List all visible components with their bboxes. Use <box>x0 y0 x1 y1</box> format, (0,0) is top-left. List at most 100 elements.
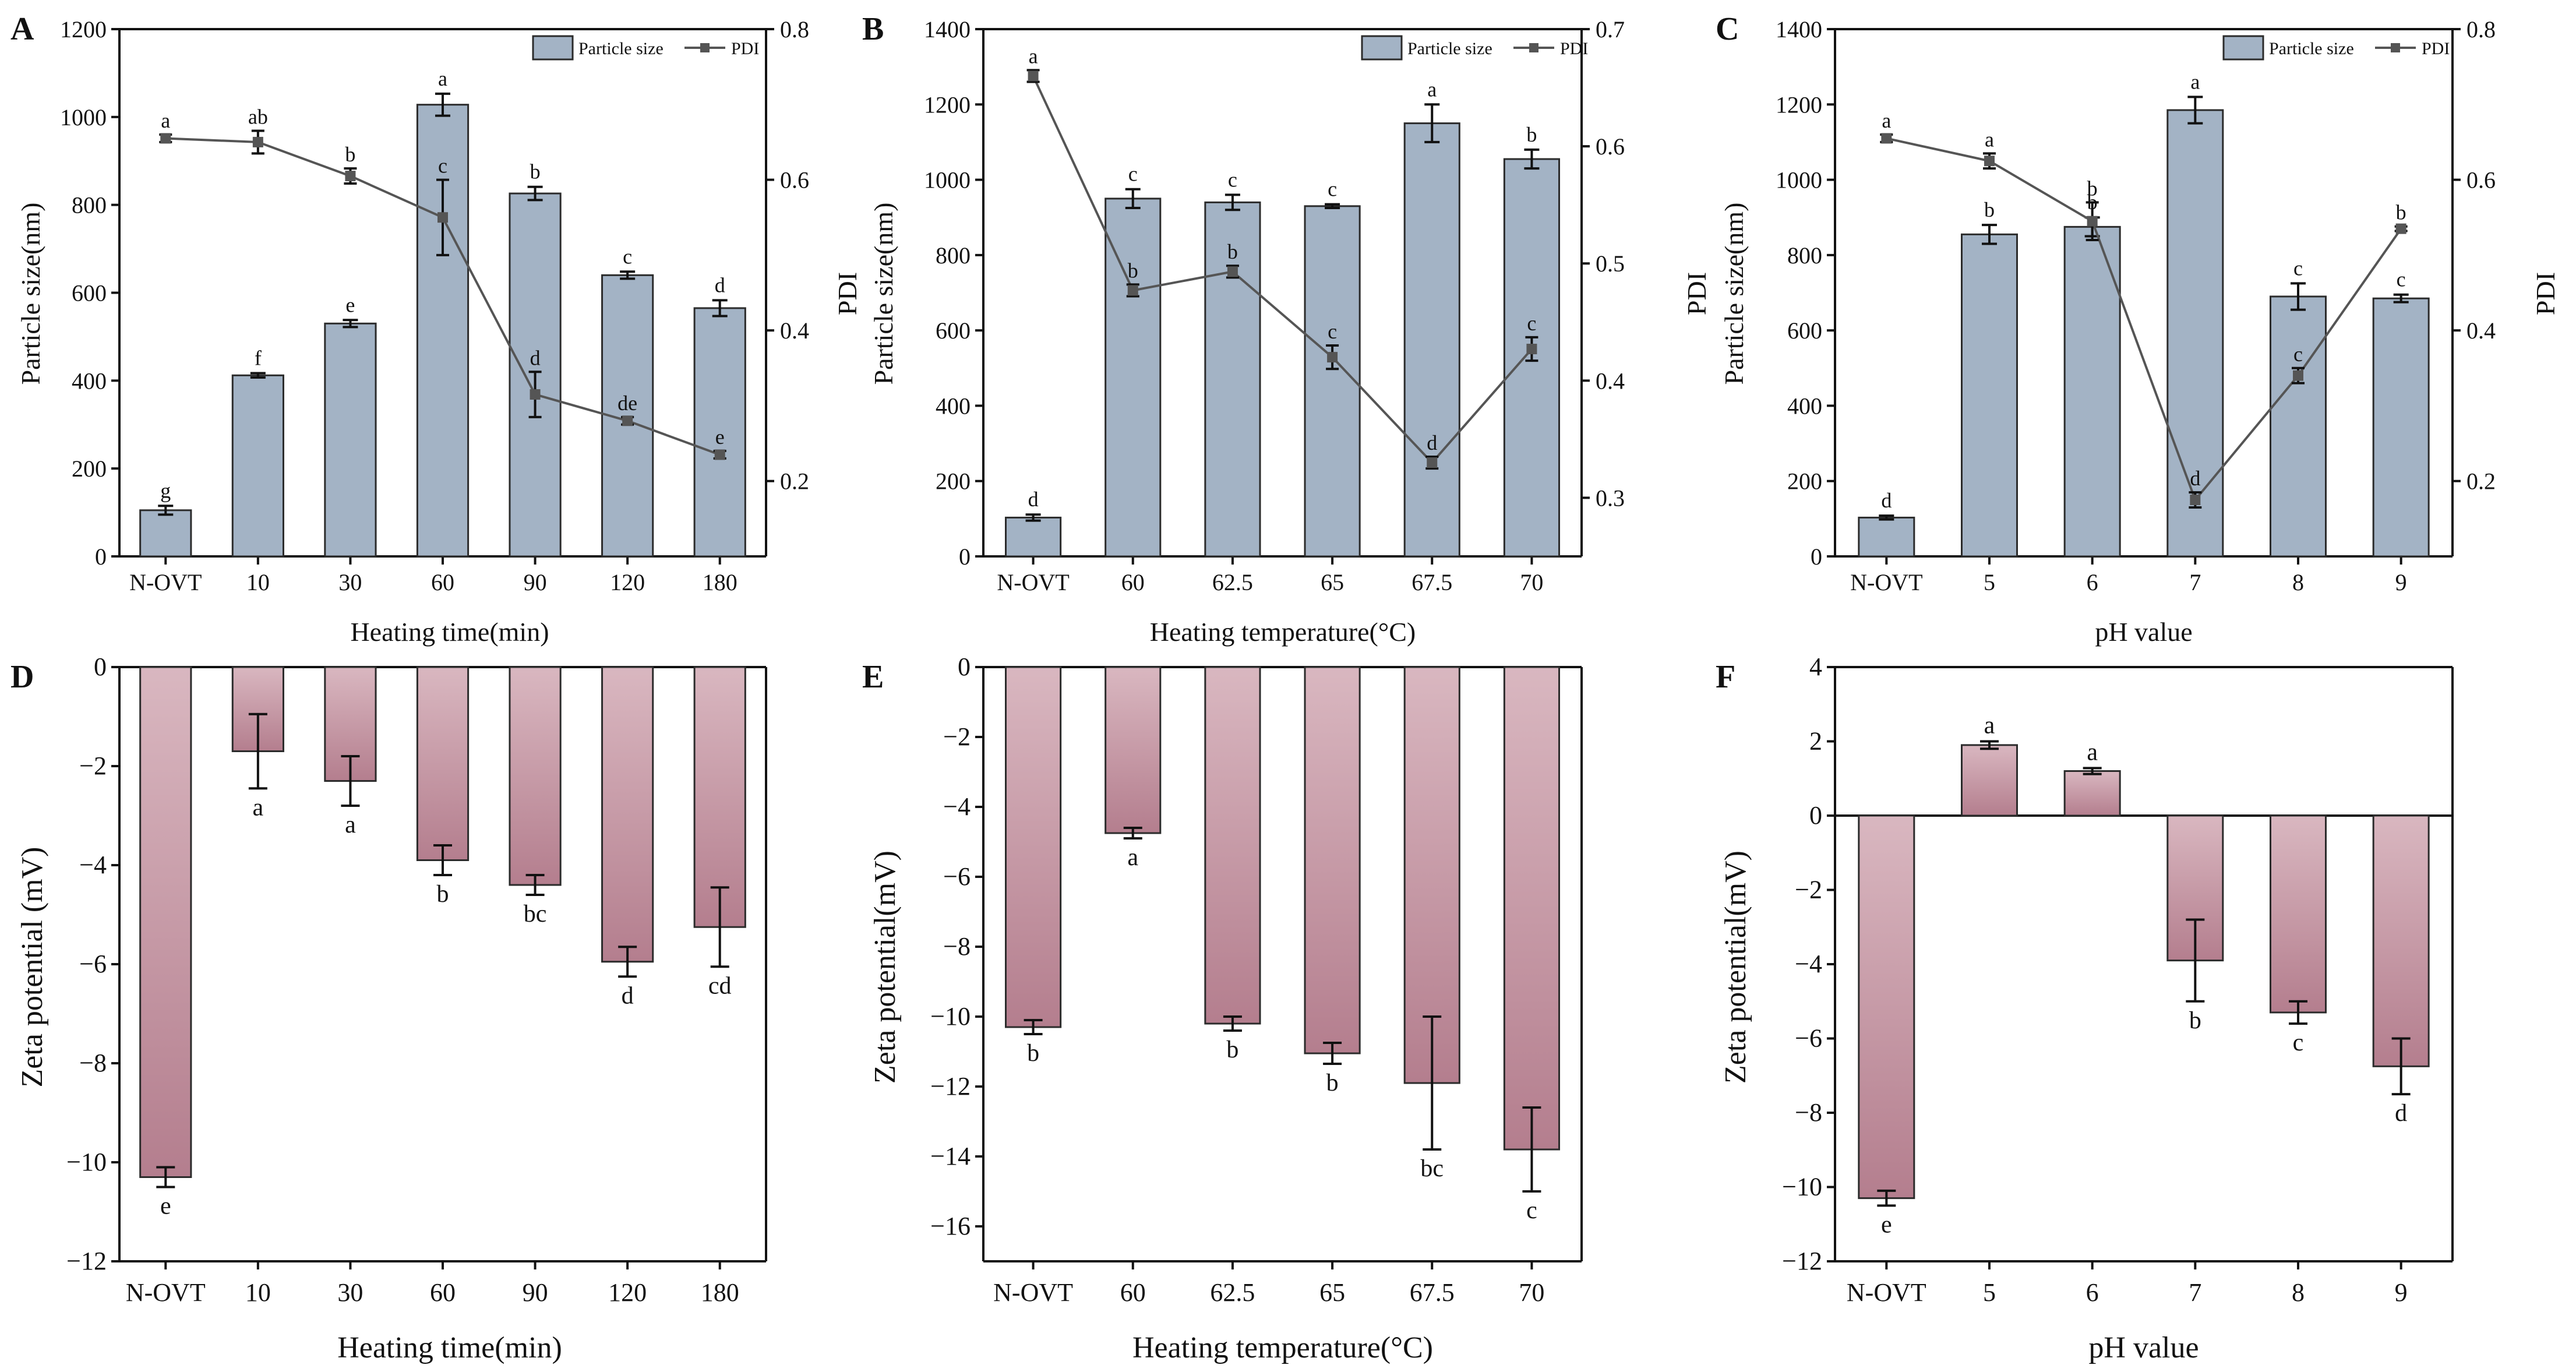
y-tick-label: −6 <box>943 862 971 891</box>
pdi-significance-letter: a <box>1985 128 1994 151</box>
significance-letter: c <box>2293 1029 2304 1056</box>
pdi-point <box>252 136 263 147</box>
error-bar <box>2187 96 2203 125</box>
error-bar <box>1879 514 1894 521</box>
error-bar <box>525 874 545 896</box>
legend-bar-swatch <box>532 35 574 61</box>
pdi-significance-letter: b <box>2087 177 2098 200</box>
y2-tick-label: 0.2 <box>780 468 809 495</box>
error-bar <box>1225 193 1240 211</box>
x-tick-label: 10 <box>245 1278 271 1307</box>
x-tick-label: N-OVT <box>997 569 1069 595</box>
legend: Particle size PDI <box>532 35 759 61</box>
y-tick-label: 600 <box>1787 318 1822 344</box>
significance-letter: a <box>1427 77 1437 101</box>
significance-letter: a <box>2087 739 2098 766</box>
y2-tick-label: 0.4 <box>780 318 809 344</box>
y-tick-label: −2 <box>79 752 107 780</box>
bar <box>231 374 284 558</box>
y2-tick-label: 0.6 <box>1596 133 1625 160</box>
error-bar <box>1125 188 1141 210</box>
y-tick-label: 200 <box>1787 468 1822 495</box>
pdi-point <box>530 389 541 400</box>
panel-label-a: A <box>10 11 34 47</box>
y-tick-label: 1000 <box>60 104 107 131</box>
error-bar <box>250 372 266 379</box>
bar <box>139 666 192 1178</box>
pdi-significance-letter: c <box>2293 343 2303 366</box>
y-tick-label: 1200 <box>1776 91 1822 118</box>
x-tick-label: 90 <box>523 1278 548 1307</box>
x-tick-label: 180 <box>703 569 737 595</box>
legend-line-marker <box>1529 43 1538 52</box>
error-bar <box>435 92 450 117</box>
pdi-significance-letter: de <box>617 392 637 415</box>
pdi-point <box>2395 223 2406 234</box>
x-tick-label: 70 <box>1519 1278 1544 1307</box>
significance-letter: c <box>1228 168 1237 191</box>
panel-a: A 0 200 400 600 800 1000 1200 N-OVT 10 30 60 90 120 1… <box>10 11 862 647</box>
significance-letter: a <box>345 812 356 838</box>
bar <box>1304 666 1361 1054</box>
y2-tick-label: 0.8 <box>780 16 809 43</box>
x-tick-label: 120 <box>608 1278 647 1307</box>
error-bar <box>1982 224 1997 245</box>
error-bar <box>1423 1015 1442 1151</box>
legend: Particle size PDI <box>1361 35 1588 61</box>
y-tick-label: 0 <box>959 544 971 570</box>
x-tick-label: 8 <box>2292 569 2304 595</box>
y-tick-label: 1000 <box>924 167 971 193</box>
significance-letter: d <box>622 982 634 1009</box>
bar <box>2372 814 2430 1067</box>
pdi-point <box>2293 370 2303 381</box>
x-tick-label: N-OVT <box>126 1278 206 1307</box>
y-tick-label: 0 <box>958 653 971 681</box>
y-tick-label: 1200 <box>924 91 971 118</box>
x-tick-label: 7 <box>2189 1278 2201 1307</box>
y-tick-label: 1400 <box>924 16 971 43</box>
y-tick-label: −12 <box>66 1247 107 1275</box>
significance-letter: b <box>437 881 449 908</box>
bar <box>601 666 654 963</box>
significance-letter: c <box>623 245 632 268</box>
x-axis-label: Heating temperature(°C) <box>1150 617 1416 647</box>
x-tick-label: 120 <box>610 569 645 595</box>
significance-letter: a <box>253 794 264 821</box>
error-bar <box>2393 293 2409 304</box>
y-tick-label: 0 <box>1811 544 1822 570</box>
panel-label-f: F <box>1716 659 1735 695</box>
error-bar <box>248 713 267 790</box>
pdi-line <box>1886 137 2402 502</box>
bar <box>2270 295 2327 558</box>
y2-tick-label: 0.5 <box>1596 251 1625 277</box>
significance-letter: e <box>345 293 355 316</box>
panel-d: D −12 −10 −8 −6 −4 −2 0 N-OVT 10 30 60 90 120 180 e a a b… <box>10 653 767 1364</box>
x-tick-label: 65 <box>1319 1278 1345 1307</box>
error-bar <box>341 755 360 807</box>
significance-letter: cd <box>708 972 732 999</box>
y-tick-label: −4 <box>79 851 107 879</box>
legend: Particle size PDI <box>2222 35 2450 61</box>
y-axis-label: Particle size(nm) <box>16 203 45 385</box>
error-bar <box>1323 1042 1342 1065</box>
x-tick-label: 62.5 <box>1212 569 1253 595</box>
y-tick-label: 1200 <box>60 16 107 43</box>
panel-label-e: E <box>862 659 884 695</box>
pdi-significance-letter: d <box>1427 431 1437 454</box>
y-tick-label: 0 <box>94 653 107 681</box>
significance-letter: b <box>530 160 541 184</box>
y-tick-label: −10 <box>930 1002 971 1031</box>
x-tick-label: 9 <box>2395 569 2407 595</box>
y-tick-label: 200 <box>936 468 971 495</box>
bar <box>1961 233 2018 558</box>
y-tick-label: 400 <box>936 393 971 419</box>
x-tick-label: 30 <box>338 569 362 595</box>
error-bar <box>710 886 729 968</box>
legend-bar-label: Particle size <box>578 39 664 58</box>
error-bar <box>527 185 543 202</box>
error-bar <box>1877 1189 1896 1207</box>
y2-tick-label: 0.2 <box>2466 468 2496 495</box>
y2-tick-label: 0.4 <box>1596 368 1625 394</box>
x-tick-label: 60 <box>431 569 454 595</box>
y2-tick-label: 0.7 <box>1596 16 1625 43</box>
